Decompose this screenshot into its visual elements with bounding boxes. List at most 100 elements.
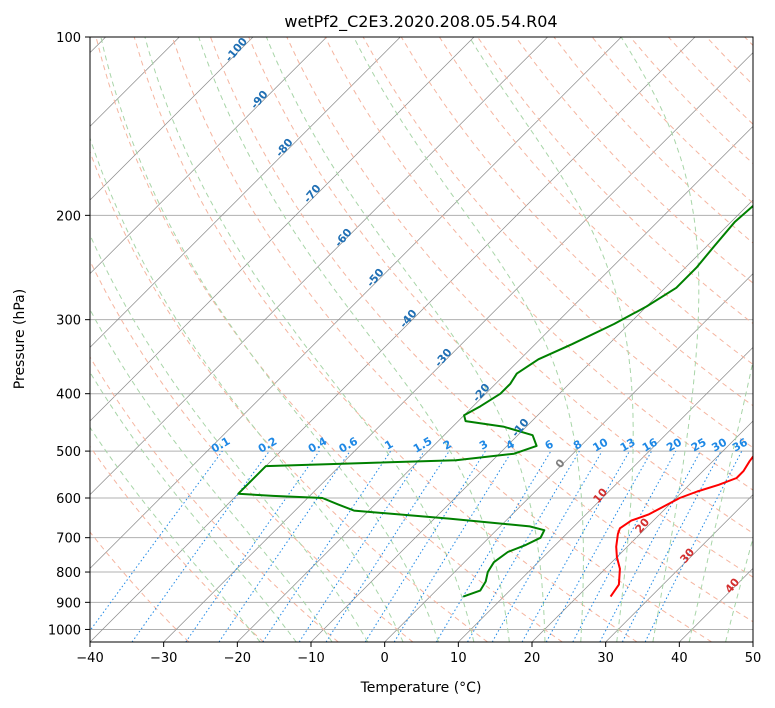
x-tick-label: 30 — [597, 651, 614, 666]
mixing-ratio-line — [572, 450, 677, 642]
isotherm-line — [90, 37, 696, 642]
dry-adiabat-line — [477, 37, 753, 325]
mixing-ratio-line — [90, 450, 223, 632]
moist-adiabat-line — [725, 536, 753, 642]
dry-adiabat-label: -30 — [432, 346, 455, 370]
isotherm-line — [163, 52, 753, 642]
isotherm-line — [384, 273, 753, 642]
dry-adiabat-line — [706, 37, 753, 86]
moist-adiabat-line — [688, 358, 753, 642]
moist-adiabat-line — [620, 37, 700, 642]
mixing-ratio-label: 6 — [543, 437, 556, 452]
mixing-ratio-line — [218, 450, 351, 642]
plot-frame — [89, 36, 754, 643]
moist-adiabat-line — [144, 37, 475, 642]
mixing-ratio-label: 4 — [504, 437, 517, 452]
dry-adiabat-line — [90, 150, 488, 642]
x-tick-label: 10 — [450, 651, 467, 666]
mixing-ratio-line — [644, 450, 743, 642]
y-tick-label: 600 — [56, 492, 81, 507]
x-tick-label: 50 — [745, 651, 762, 666]
isotherm-line — [237, 125, 753, 642]
y-tick-label: 200 — [56, 209, 81, 224]
y-tick-label: 500 — [56, 445, 81, 460]
isotherm-line — [90, 37, 622, 569]
dry-adiabat-line — [95, 37, 563, 642]
mixing-ratio-line — [262, 450, 392, 642]
moist-adiabat-label: 10 — [590, 485, 610, 505]
mixing-ratio-line — [364, 450, 486, 642]
mixing-ratio-label: 1.5 — [411, 435, 434, 456]
mixing-ratio-label: 36 — [730, 435, 750, 454]
dry-adiabat-line — [133, 37, 638, 642]
isotherm-line — [310, 199, 753, 642]
dewpoint-profile-line — [237, 204, 753, 598]
chart-title: wetPf2_C2E3.2020.208.05.54.R04 — [284, 12, 557, 32]
x-tick-label: 20 — [524, 651, 541, 666]
mixing-ratio-label: 0.1 — [209, 435, 232, 456]
moist-adiabat-line — [468, 37, 634, 642]
dry-adiabat-line — [90, 356, 339, 642]
dry-adiabat-label: -50 — [364, 266, 387, 290]
isotherm-line — [90, 37, 548, 496]
mixing-ratio-line — [393, 450, 513, 642]
y-axis: 100 200 300 400 500 600 700 800 900 1000 — [48, 31, 90, 638]
isotherm-line — [605, 494, 753, 642]
x-tick-label: 0 — [381, 651, 389, 666]
x-tick-label: 40 — [671, 651, 688, 666]
mixing-ratio-label: 8 — [571, 438, 584, 453]
y-tick-label: 300 — [56, 314, 81, 329]
grid-layer — [90, 37, 753, 642]
line-label-layer: 0.1 0.2 0.4 0.6 1 1.5 2 3 4 6 8 10 13 16 20 25 30 36-100-… — [209, 35, 750, 596]
moist-adiabat-line — [90, 426, 261, 642]
mixing-ratio-line — [131, 450, 270, 642]
mixing-ratio-label: 13 — [618, 436, 638, 455]
mixing-ratio-line — [521, 450, 630, 642]
mixing-ratio-label: 3 — [477, 438, 490, 453]
y-axis-title: Pressure (hPa) — [12, 289, 28, 389]
dry-adiabat-label: -40 — [397, 307, 420, 331]
moist-adiabat-line — [90, 136, 404, 642]
dry-adiabat-line — [210, 37, 753, 623]
mixing-ratio-line — [325, 450, 450, 642]
mixing-ratio-label: 0.6 — [337, 434, 361, 455]
dry-adiabat-line — [438, 37, 753, 366]
y-tick-label: 100 — [56, 31, 81, 46]
x-axis: −40 −30 −20 −10 0 10 20 30 40 50 — [76, 642, 761, 666]
mixing-ratio-label: 30 — [709, 435, 729, 454]
series-layer — [237, 204, 753, 598]
isotherm-line — [752, 641, 753, 642]
mixing-ratio-label: 2 — [441, 438, 454, 453]
moist-adiabat-line — [100, 37, 439, 642]
isotherm-line — [90, 37, 254, 201]
dry-adiabat-line — [248, 37, 753, 578]
y-tick-label: 800 — [56, 566, 81, 581]
mixing-ratio-line — [185, 450, 320, 642]
x-axis-title: Temperature (°C) — [360, 680, 482, 696]
plot-area — [90, 37, 753, 642]
dry-adiabat-line — [90, 445, 264, 642]
moist-adiabat-label: 30 — [677, 545, 697, 565]
y-tick-label: 400 — [56, 388, 81, 403]
mixing-ratio-label: 20 — [664, 435, 684, 454]
dry-adiabat-line — [553, 37, 753, 244]
moist-adiabat-label: 0 — [553, 456, 568, 470]
temperature-profile-line — [609, 455, 753, 598]
isotherm-line — [90, 37, 401, 348]
dry-adiabat-line — [171, 37, 712, 642]
dry-adiabat-label: -80 — [273, 136, 296, 160]
mixing-ratio-label: 1 — [382, 438, 395, 453]
moist-adiabat-line — [265, 37, 546, 642]
dry-adiabat-label: -60 — [332, 226, 355, 250]
mixing-ratio-label: 0.4 — [306, 434, 330, 455]
dry-adiabat-label: -10 — [509, 416, 532, 440]
mixing-ratio-line — [298, 450, 425, 642]
mixing-ratio-label: 0.2 — [256, 435, 279, 456]
dry-adiabat-line — [90, 259, 414, 642]
isotherm-line — [90, 37, 475, 422]
background-lines — [90, 37, 753, 642]
mixing-ratio-label: 10 — [591, 435, 611, 454]
dry-adiabat-label: -100 — [222, 35, 250, 65]
isotherm-line — [90, 37, 327, 275]
